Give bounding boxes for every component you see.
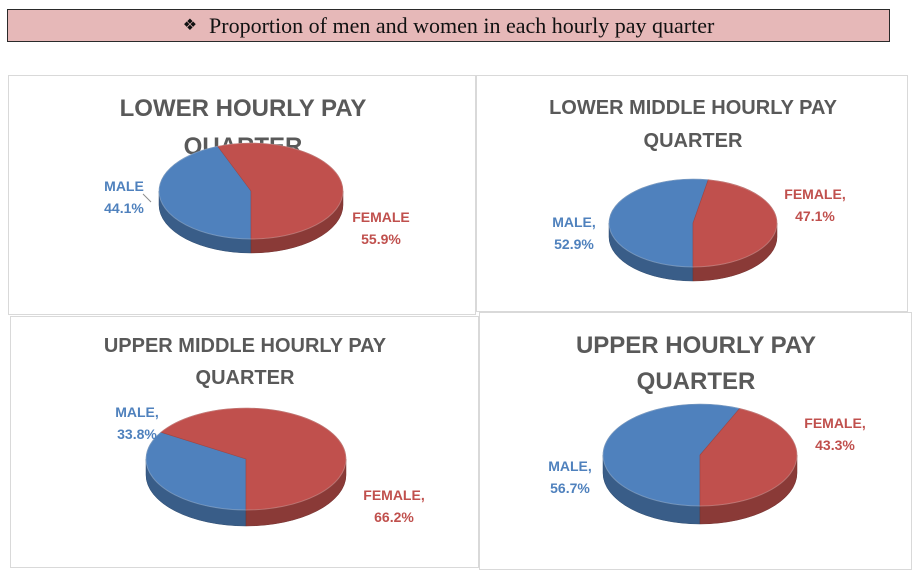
data-label: FEMALE, 43.3%	[804, 415, 865, 453]
chart-title-line: QUARTER	[637, 368, 756, 395]
label-leader-line	[142, 193, 152, 203]
data-label: FEMALE, 47.1%	[784, 186, 845, 224]
header-banner: ❖ Proportion of men and women in each ho…	[7, 9, 890, 42]
data-label: MALE, 33.8%	[115, 404, 159, 442]
pie-rim	[602, 403, 798, 507]
pie-chart-svg: LOWER HOURLY PAYQUARTERMALE44.1%FEMALE55…	[104, 95, 410, 254]
pie-rim	[145, 407, 347, 511]
pie-rim	[158, 142, 344, 240]
chart-panel-upper-middle: UPPER MIDDLE HOURLY PAY QUARTER MALE, 33.8%…	[10, 316, 479, 568]
pie-slice	[145, 431, 247, 511]
data-label: FEMALE, 66.2%	[363, 487, 424, 525]
data-label: FEMALE 55.9%	[352, 209, 410, 247]
pie-slice	[602, 403, 741, 507]
pie-slice	[699, 408, 798, 507]
pie-chart-svg: UPPER MIDDLE HOURLY PAY QUARTER MALE, 33.8%…	[104, 335, 425, 527]
chart-title-line: UPPER HOURLY PAY	[576, 332, 816, 359]
page-title: Proportion of men and women in each hour…	[209, 12, 715, 38]
chart-panel-lower: LOWER HOURLY PAYQUARTERMALE44.1%FEMALE55…	[8, 75, 476, 315]
chart-title-line: UPPER MIDDLE HOURLY PAY	[104, 335, 387, 357]
diamond-bullet-icon: ❖	[182, 16, 198, 34]
pie-slice	[608, 178, 709, 268]
chart-title-line: QUARTER	[196, 367, 295, 389]
pie-slice	[217, 142, 344, 240]
pie-chart-svg: UPPER HOURLY PAY QUARTER MALE, 56.7% FEMALE,…	[548, 332, 866, 525]
data-label: MALE 44.1%	[104, 178, 144, 216]
chart-panel-lower-middle: LOWER MIDDLE HOURLY PAY QUARTER MALE, 52.9%…	[476, 75, 908, 312]
pie-slice	[692, 179, 778, 268]
pie-slice	[160, 407, 347, 511]
chart-title-line: QUARTER	[644, 130, 743, 152]
pie-rim	[608, 178, 778, 268]
chart-panel-upper: UPPER HOURLY PAY QUARTER MALE, 56.7% FEMALE,…	[479, 312, 912, 570]
pie-slice	[158, 145, 252, 240]
chart-title-line: LOWER MIDDLE HOURLY PAY	[549, 97, 837, 119]
chart-title-line: LOWER HOURLY PAY	[120, 95, 367, 122]
pie-chart-svg: LOWER MIDDLE HOURLY PAY QUARTER MALE, 52.9%…	[549, 97, 846, 282]
data-label: MALE, 56.7%	[548, 458, 592, 496]
data-label: MALE, 52.9%	[552, 214, 596, 252]
